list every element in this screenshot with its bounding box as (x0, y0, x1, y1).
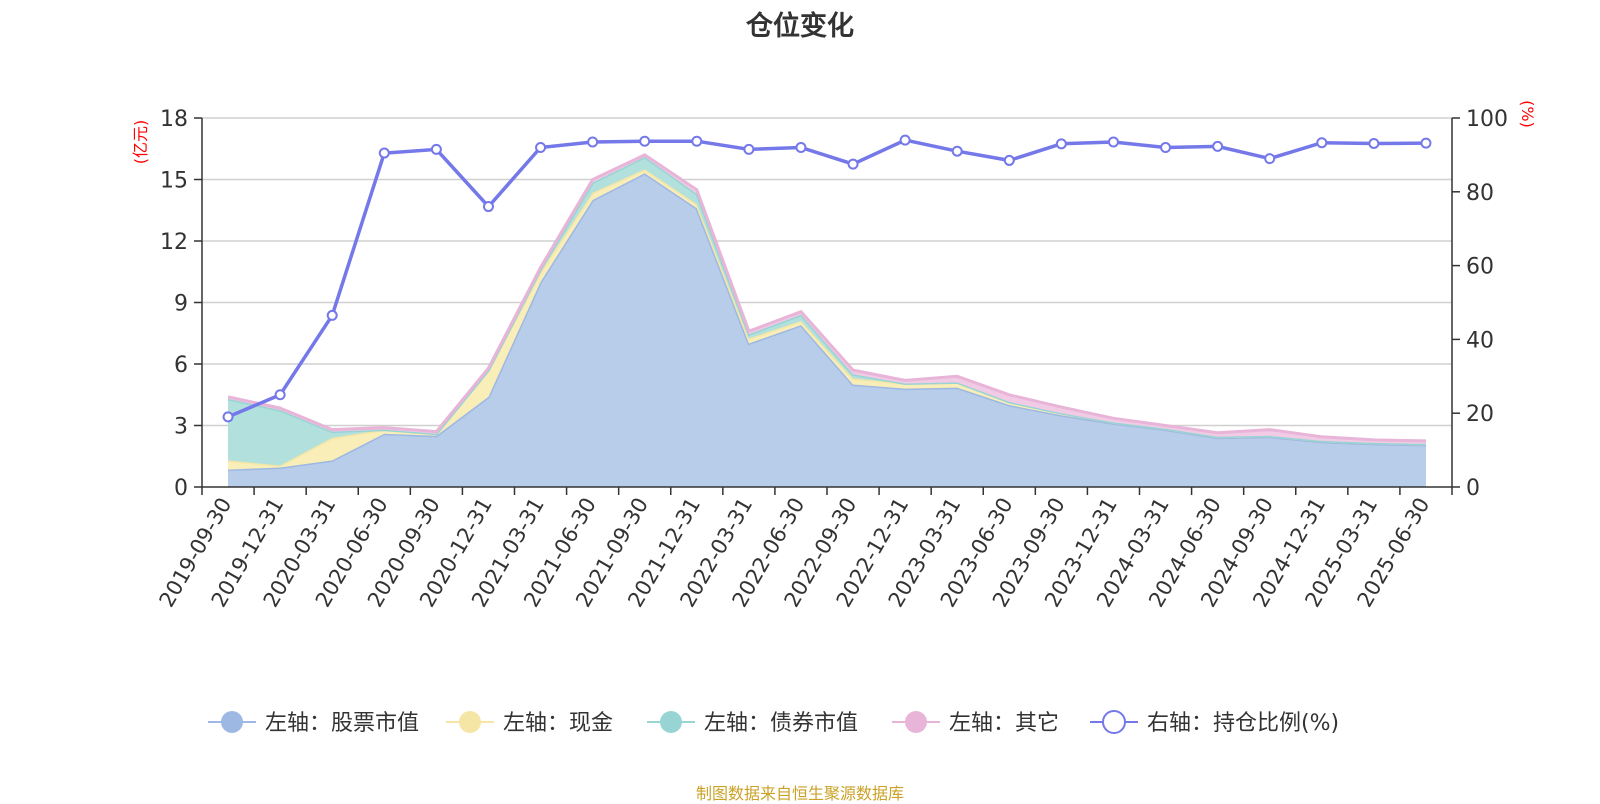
left-tick-label: 6 (174, 353, 188, 378)
ratio-line-point (795, 142, 807, 154)
legend-marker-dot (660, 711, 682, 733)
legend-label: 左轴：债券市值 (704, 711, 858, 736)
left-tick-label: 3 (174, 415, 188, 440)
ratio-line-point (378, 147, 390, 159)
ratio-line-point (1055, 138, 1067, 150)
left-tick-label: 18 (160, 107, 188, 132)
ratio-line-path (227, 138, 1427, 419)
ratio-line-point (430, 143, 442, 155)
right-tick-label: 40 (1466, 328, 1494, 353)
legend-marker-dot (459, 711, 481, 733)
ratio-line-point (274, 389, 286, 401)
ratio-line-point (587, 136, 599, 148)
left-axis-unit: (亿元) (131, 120, 150, 165)
ratio-line-point (1003, 154, 1015, 166)
legend-label: 左轴：股票市值 (265, 711, 419, 736)
area-series-1 (228, 173, 1426, 488)
ratio-line-point (326, 309, 338, 321)
ratio-line-point (1316, 137, 1328, 149)
legend-item-3: 左轴：债券市值 (647, 711, 858, 736)
ratio-line-point (1420, 137, 1432, 149)
ratio-line-point (951, 145, 963, 157)
right-axis-unit: (%) (1518, 100, 1537, 128)
left-tick-label: 12 (160, 230, 188, 255)
ratio-line-point (1264, 153, 1276, 165)
chart-title: 仓位变化 (746, 11, 854, 42)
holding-ratio-line (222, 134, 1432, 423)
ratio-line-point (1212, 140, 1224, 152)
area-series-3 (228, 156, 1426, 466)
legend-marker-dot (1102, 710, 1126, 734)
right-tick-label: 100 (1466, 107, 1508, 132)
legend-label: 左轴：其它 (949, 711, 1059, 736)
source-note: 制图数据来自恒生聚源数据库 (695, 784, 904, 803)
stacked-areas (227, 153, 1427, 488)
ratio-line-point (847, 158, 859, 170)
right-tick-label: 80 (1466, 181, 1494, 206)
ratio-line-point (899, 134, 911, 146)
right-tick-label: 20 (1466, 402, 1494, 427)
legend-label: 左轴：现金 (503, 711, 613, 736)
left-tick-label: 15 (160, 169, 188, 194)
legend-item-1: 左轴：股票市值 (208, 711, 419, 736)
legend-label: 右轴：持仓比例(%) (1147, 711, 1339, 736)
left-tick-label: 9 (174, 292, 188, 317)
ratio-line-point (639, 135, 651, 147)
legend-item-4: 左轴：其它 (892, 711, 1059, 736)
ratio-line-point (743, 143, 755, 155)
legend-item-2: 左轴：现金 (446, 711, 613, 736)
ratio-line-point (1107, 136, 1119, 148)
ratio-line-point (1160, 142, 1172, 154)
legend-marker-dot (905, 711, 927, 733)
ratio-line-point (535, 142, 547, 154)
ratio-line-point (1368, 137, 1380, 149)
right-tick-label: 0 (1466, 476, 1480, 501)
area-series-edge-4 (227, 153, 1427, 443)
legend-marker-dot (221, 711, 243, 733)
right-tick-label: 60 (1466, 255, 1494, 280)
ratio-line-point (482, 201, 494, 213)
legend: 左轴：股票市值 左轴：现金 左轴：债券市值 左轴：其它 右轴：持仓比例(%) (208, 710, 1339, 736)
left-tick-label: 0 (174, 476, 188, 501)
legend-item-5: 右轴：持仓比例(%) (1090, 710, 1339, 736)
ratio-line-point (222, 411, 234, 423)
ratio-line-point (691, 135, 703, 147)
